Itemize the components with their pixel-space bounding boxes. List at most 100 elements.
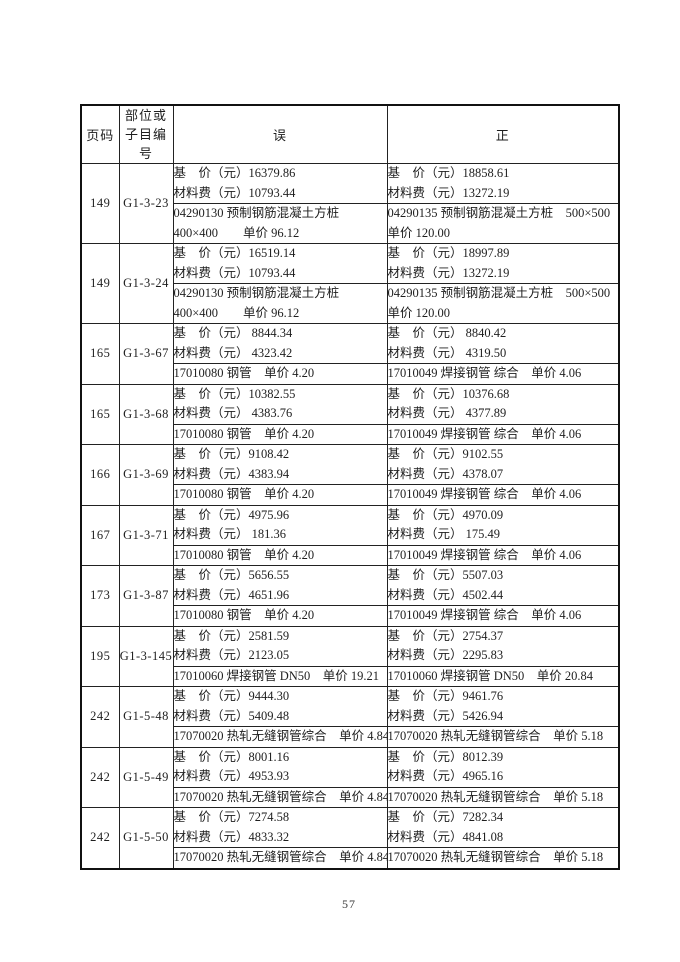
item-code-cell: G1-3-24 xyxy=(118,243,174,324)
correct-material-fee-line: 材料费（元） 4377.89 xyxy=(387,406,507,420)
table-row-prices: 242 G1-5-50 基 价（元）7274.58 材料费（元）4833.32 … xyxy=(80,807,620,869)
correct-prices-cell: 基 价（元）9461.76 材料费（元）5426.94 xyxy=(386,686,620,727)
wrong-prices-cell: 基 价（元） 8844.34 材料费（元） 4323.42 xyxy=(172,323,388,364)
wrong-item-cell: 17070020 热轧无缝钢管综合 单价 4.84 xyxy=(172,726,388,748)
page-number-cell: 165 xyxy=(80,383,120,445)
wrong-item-line1: 17070020 热轧无缝钢管综合 单价 4.84 xyxy=(173,789,387,804)
table-body: 149 G1-3-23 基 价（元）16379.86 材料费（元）10793.4… xyxy=(80,163,620,869)
correct-item-line1: 17070020 热轧无缝钢管综合 单价 5.18 xyxy=(387,850,604,864)
correct-item-cell: 17010049 焊接钢管 综合 单价 4.06 xyxy=(386,484,620,506)
wrong-base-price-line: 基 价（元）7274.58 xyxy=(173,810,290,824)
correct-prices-cell: 基 价（元）9102.55 材料费（元）4378.07 xyxy=(386,444,620,485)
correct-material-fee-line: 材料费（元）4841.08 xyxy=(387,829,504,844)
correct-item-cell: 17010049 焊接钢管 综合 单价 4.06 xyxy=(386,605,620,627)
table-row-prices: 149 G1-3-23 基 价（元）16379.86 材料费（元）10793.4… xyxy=(80,163,620,244)
correct-material-fee-line: 材料费（元）5426.94 xyxy=(387,708,504,723)
correct-item-cell: 17010049 焊接钢管 综合 单价 4.06 xyxy=(386,423,620,445)
wrong-item-cell: 04290130 预制钢筋混凝土方桩 400×400 单价 96.12 xyxy=(172,203,388,244)
correct-material-fee-line: 材料费（元）2295.83 xyxy=(387,648,504,662)
correct-base-price-line: 基 价（元）7282.34 xyxy=(387,810,504,824)
table-row-items: 17010080 钢管 单价 4.20 17010049 焊接钢管 综合 单价 … xyxy=(81,605,620,627)
page-number-cell: 165 xyxy=(80,323,120,385)
correct-base-price-line: 基 价（元）18858.61 xyxy=(387,166,510,180)
table-row-items: 17010080 钢管 单价 4.20 17010049 焊接钢管 综合 单价 … xyxy=(81,363,620,385)
wrong-prices-cell: 基 价（元）7274.58 材料费（元）4833.32 xyxy=(172,807,388,848)
correct-base-price-line: 基 价（元）18997.89 xyxy=(387,246,510,260)
table-row-prices: 165 G1-3-68 基 价（元）10382.55 材料费（元） 4383.7… xyxy=(80,383,620,445)
correct-material-fee-line: 材料费（元） 4319.50 xyxy=(387,345,507,360)
correct-item-line1: 17010049 焊接钢管 综合 单价 4.06 xyxy=(387,547,582,562)
footer-page-number: 57 xyxy=(342,897,356,911)
header-code-line1: 部位或 xyxy=(124,108,167,123)
wrong-base-price-line: 基 价（元）9444.30 xyxy=(173,689,290,703)
wrong-base-price-line: 基 价（元）2581.59 xyxy=(173,628,290,643)
header-page-col: 页码 xyxy=(80,104,120,164)
page-number-cell: 242 xyxy=(80,686,120,748)
table-row-items: 04290130 预制钢筋混凝土方桩 400×400 单价 96.12 0429… xyxy=(81,283,620,324)
wrong-base-price-line: 基 价（元）8001.16 xyxy=(173,749,290,764)
correct-item-line1: 17010060 焊接钢管 DN50 单价 20.84 xyxy=(387,668,594,683)
wrong-item-cell: 17010080 钢管 单价 4.20 xyxy=(172,544,388,566)
wrong-item-line2: 400×400 单价 96.12 xyxy=(173,225,300,240)
correct-base-price-line: 基 价（元）5507.03 xyxy=(387,568,504,582)
correct-base-price-line: 基 价（元）10376.68 xyxy=(387,386,510,401)
wrong-material-fee-line: 材料费（元）2123.05 xyxy=(173,648,290,662)
correct-base-price-line: 基 价（元）9102.55 xyxy=(387,447,504,461)
table-row-prices: 195 G1-3-145 基 价（元）2581.59 材料费（元）2123.05… xyxy=(80,625,620,687)
wrong-item-line1: 17010080 钢管 单价 4.20 xyxy=(173,487,315,501)
correct-material-fee-line: 材料费（元）13272.19 xyxy=(387,185,510,200)
item-code-cell: G1-3-71 xyxy=(118,504,174,566)
table-row-items: 17010080 钢管 单价 4.20 17010049 焊接钢管 综合 单价 … xyxy=(81,484,620,506)
correct-base-price-line: 基 价（元）2754.37 xyxy=(387,628,504,643)
correct-material-fee-line: 材料费（元）4502.44 xyxy=(387,587,504,602)
wrong-material-fee-line: 材料费（元）5409.48 xyxy=(173,708,290,723)
table-row-prices: 242 G1-5-48 基 价（元）9444.30 材料费（元）5409.48 … xyxy=(80,686,620,748)
wrong-item-line1: 17070020 热轧无缝钢管综合 单价 4.84 xyxy=(173,850,387,864)
wrong-item-cell: 17010080 钢管 单价 4.20 xyxy=(172,484,388,506)
wrong-base-price-line: 基 价（元） 8844.34 xyxy=(173,326,293,340)
correct-prices-cell: 基 价（元）8012.39 材料费（元）4965.16 xyxy=(386,746,620,788)
page-number-cell: 149 xyxy=(80,243,120,324)
wrong-item-line1: 17010080 钢管 单价 4.20 xyxy=(173,608,315,622)
correct-material-fee-line: 材料费（元）13272.19 xyxy=(387,265,510,280)
wrong-item-line2: 400×400 单价 96.12 xyxy=(173,305,300,320)
table-row-prices: 167 G1-3-71 基 价（元）4975.96 材料费（元） 181.36 … xyxy=(80,504,620,566)
wrong-prices-cell: 基 价（元）16519.14 材料费（元）10793.44 xyxy=(172,243,388,284)
correct-prices-cell: 基 价（元）18997.89 材料费（元）13272.19 xyxy=(386,243,620,284)
correct-prices-cell: 基 价（元）4970.09 材料费（元） 175.49 xyxy=(386,504,620,546)
wrong-material-fee-line: 材料费（元）10793.44 xyxy=(173,185,296,200)
wrong-base-price-line: 基 价（元）4975.96 xyxy=(173,507,290,522)
correct-item-cell: 17010060 焊接钢管 DN50 单价 20.84 xyxy=(386,665,620,687)
item-code-cell: G1-3-67 xyxy=(118,323,174,385)
correct-item-cell: 17070020 热轧无缝钢管综合 单价 5.18 xyxy=(386,786,620,808)
correct-prices-cell: 基 价（元）10376.68 材料费（元） 4377.89 xyxy=(386,383,620,425)
header-wrong-col: 误 xyxy=(172,104,388,164)
table-header-row: 页码 部位或 子目编号 误 正 xyxy=(80,104,620,164)
wrong-prices-cell: 基 价（元）5656.55 材料费（元）4651.96 xyxy=(172,565,388,606)
page-number-cell: 167 xyxy=(80,504,120,566)
page-number-cell: 149 xyxy=(80,163,120,244)
wrong-item-cell: 04290130 预制钢筋混凝土方桩 400×400 单价 96.12 xyxy=(172,283,388,324)
correct-prices-cell: 基 价（元） 8840.42 材料费（元） 4319.50 xyxy=(386,323,620,364)
wrong-prices-cell: 基 价（元）9444.30 材料费（元）5409.48 xyxy=(172,686,388,727)
correct-prices-cell: 基 价（元）5507.03 材料费（元）4502.44 xyxy=(386,565,620,606)
wrong-item-cell: 17070020 热轧无缝钢管综合 单价 4.84 xyxy=(172,786,388,808)
wrong-item-cell: 17010060 焊接钢管 DN50 单价 19.21 xyxy=(172,665,388,687)
page-number-cell: 195 xyxy=(80,625,120,687)
item-code-cell: G1-5-50 xyxy=(118,807,174,869)
wrong-base-price-line: 基 价（元）9108.42 xyxy=(173,447,290,461)
wrong-material-fee-line: 材料费（元）4833.32 xyxy=(173,829,290,844)
correct-item-line1: 17010049 焊接钢管 综合 单价 4.06 xyxy=(387,366,582,380)
page-number-cell: 242 xyxy=(80,746,120,808)
wrong-material-fee-line: 材料费（元） 4383.76 xyxy=(173,406,293,420)
wrong-item-cell: 17010080 钢管 单价 4.20 xyxy=(172,605,388,627)
wrong-item-cell: 17010080 钢管 单价 4.20 xyxy=(172,423,388,445)
wrong-material-fee-line: 材料费（元） 4323.42 xyxy=(173,345,293,360)
correct-item-line1: 17010049 焊接钢管 综合 单价 4.06 xyxy=(387,487,582,501)
correct-item-cell: 04290135 预制钢筋混凝土方桩 500×500 单价 120.00 xyxy=(386,283,620,324)
table-row-prices: 166 G1-3-69 基 价（元）9108.42 材料费（元）4383.94 … xyxy=(80,444,620,506)
correct-item-line1: 17010049 焊接钢管 综合 单价 4.06 xyxy=(387,426,582,441)
wrong-prices-cell: 基 价（元）4975.96 材料费（元） 181.36 xyxy=(172,504,388,546)
header-code-line2: 子目编号 xyxy=(124,127,167,161)
table-row-items: 04290130 预制钢筋混凝土方桩 400×400 单价 96.12 0429… xyxy=(81,203,620,244)
